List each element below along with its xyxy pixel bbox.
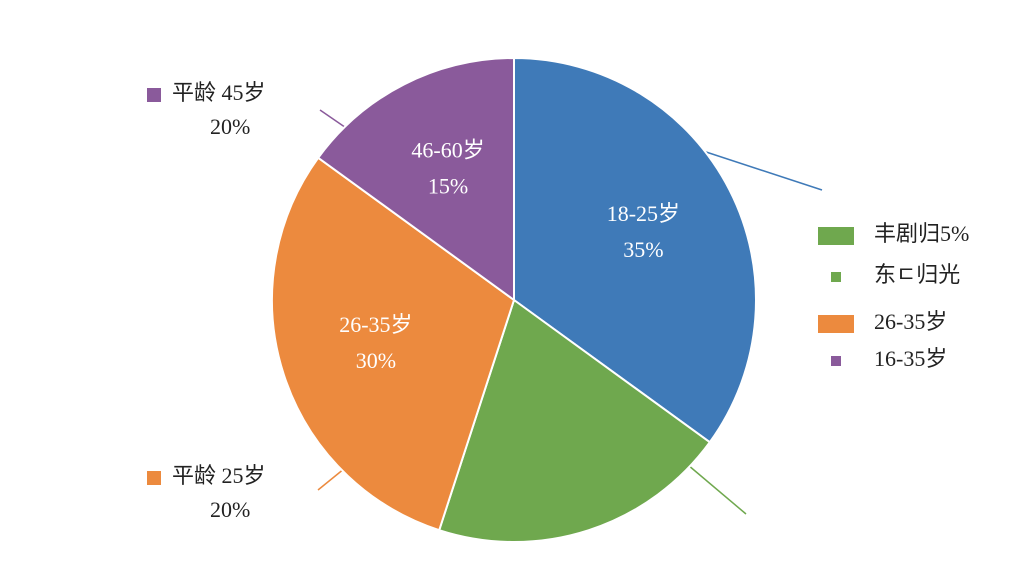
legend-label: 16-35岁 [874,346,947,371]
pie-slice [437,298,712,543]
slice-value-label: 30% [356,348,396,373]
slice-value-label: 35% [623,237,663,262]
annotation-title: 平龄 25岁 [172,463,266,488]
legend-swatch [818,315,854,333]
annotation-title: 平龄 45岁 [172,80,266,105]
slice-value-label: 15% [428,174,468,199]
legend-label: 东ㄷ归光 [874,262,960,287]
legend-swatch [818,227,854,245]
leader-line [699,149,823,191]
pie-slice [513,56,757,444]
slice-label: 26-35岁 [339,312,412,337]
annotation-swatch [147,471,161,485]
slice-label: 46-60岁 [411,138,484,163]
annotation-text: 20% [210,114,250,139]
slice-label: 18-25岁 [607,201,680,226]
pie-slice [271,156,516,532]
leader-line [687,464,747,515]
legend-label: 丰剧归5% [874,221,969,246]
legend-swatch [831,272,841,282]
legend-label: 26-35岁 [874,309,947,334]
legend-swatch [831,356,841,366]
pie-slice [316,56,515,302]
annotation-text: 20% [210,497,250,522]
annotation-swatch [147,88,161,102]
